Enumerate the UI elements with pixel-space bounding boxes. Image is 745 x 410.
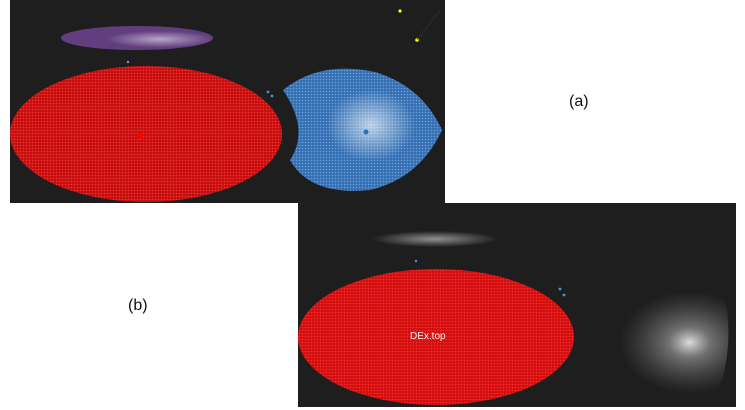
bridge-node (126, 60, 130, 64)
red-hub-node (137, 133, 143, 139)
white-cluster-right (573, 279, 729, 394)
bridge-node (414, 259, 418, 263)
red-cluster (10, 66, 282, 202)
white-cluster-top (358, 230, 498, 248)
edge (416, 9, 441, 41)
bridge-node (558, 287, 562, 291)
bridge-node (266, 90, 270, 94)
network-graph-panel-a (10, 0, 445, 203)
blue-cluster-glow (305, 85, 415, 175)
caption-panel-b: (b) (128, 297, 148, 314)
red-cluster (298, 269, 574, 405)
network-graph-a (10, 9, 442, 202)
network-graph-panel-b: DEx.top (298, 203, 736, 407)
bridge-node (562, 293, 566, 297)
node-label-dex-top: DEx.top (410, 331, 446, 342)
yellow-node (398, 9, 402, 13)
purple-cluster-glow (61, 26, 213, 50)
caption-panel-a: (a) (569, 93, 589, 110)
bridge-node (270, 94, 274, 98)
network-graph-b (298, 230, 729, 405)
blue-hub-node (363, 129, 369, 135)
